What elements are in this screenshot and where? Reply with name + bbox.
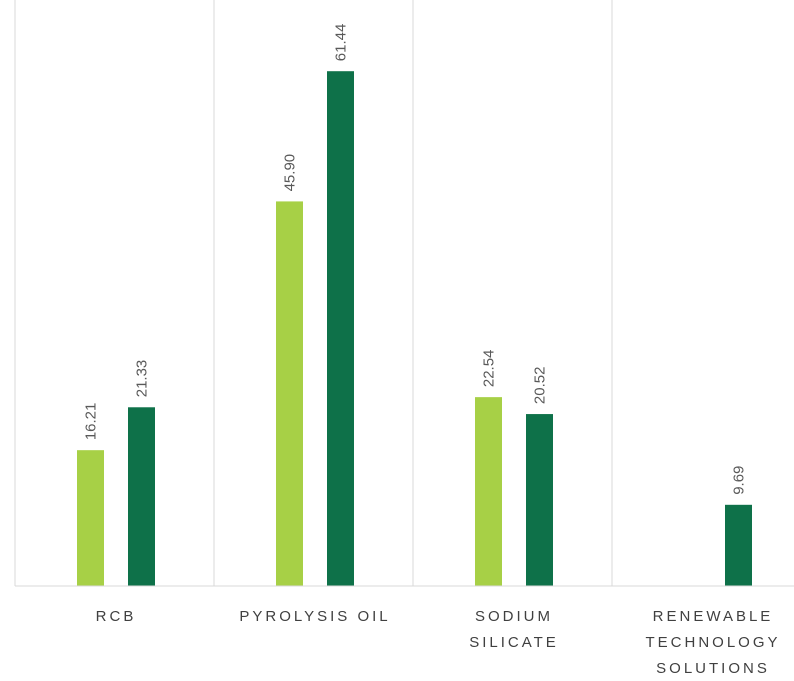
category-label-line: SODIUM [475, 608, 553, 625]
category-label-line: SOLUTIONS [656, 660, 770, 677]
bar [276, 201, 303, 586]
category-label-line: PYROLYSIS OIL [239, 608, 390, 625]
category-label: PYROLYSIS OIL [239, 608, 390, 625]
data-label: 9.69 [731, 466, 748, 495]
category-label-line: SILICATE [469, 634, 559, 651]
bar [77, 450, 104, 586]
category-label: RCB [96, 608, 137, 625]
bar [526, 414, 553, 586]
category-label: SODIUM SILICATE [469, 608, 559, 651]
data-label: 21.33 [134, 360, 151, 398]
data-label: 45.90 [282, 154, 299, 192]
bar [725, 504, 752, 586]
data-label: 20.52 [532, 367, 549, 405]
data-label: 61.44 [333, 24, 350, 62]
bar [475, 397, 502, 586]
bar [327, 71, 354, 586]
data-label: 16.21 [83, 403, 100, 441]
category-label-line: RENEWABLE [653, 608, 774, 625]
category-label-line: RCB [96, 608, 137, 625]
bar [128, 407, 155, 586]
data-label: 22.54 [481, 350, 498, 388]
bars [77, 71, 752, 586]
category-labels: RCB PYROLYSIS OIL SODIUM SILICATE RENEWABLE T… [96, 608, 780, 677]
data-labels: 16.21 45.90 22.54 21.33 61.44 20.52 9.69 [83, 24, 748, 495]
category-label: RENEWABLE TECHNOLOGY SOLUTIONS [645, 608, 780, 677]
category-separators [14, 0, 613, 586]
category-label-line: TECHNOLOGY [645, 634, 780, 651]
